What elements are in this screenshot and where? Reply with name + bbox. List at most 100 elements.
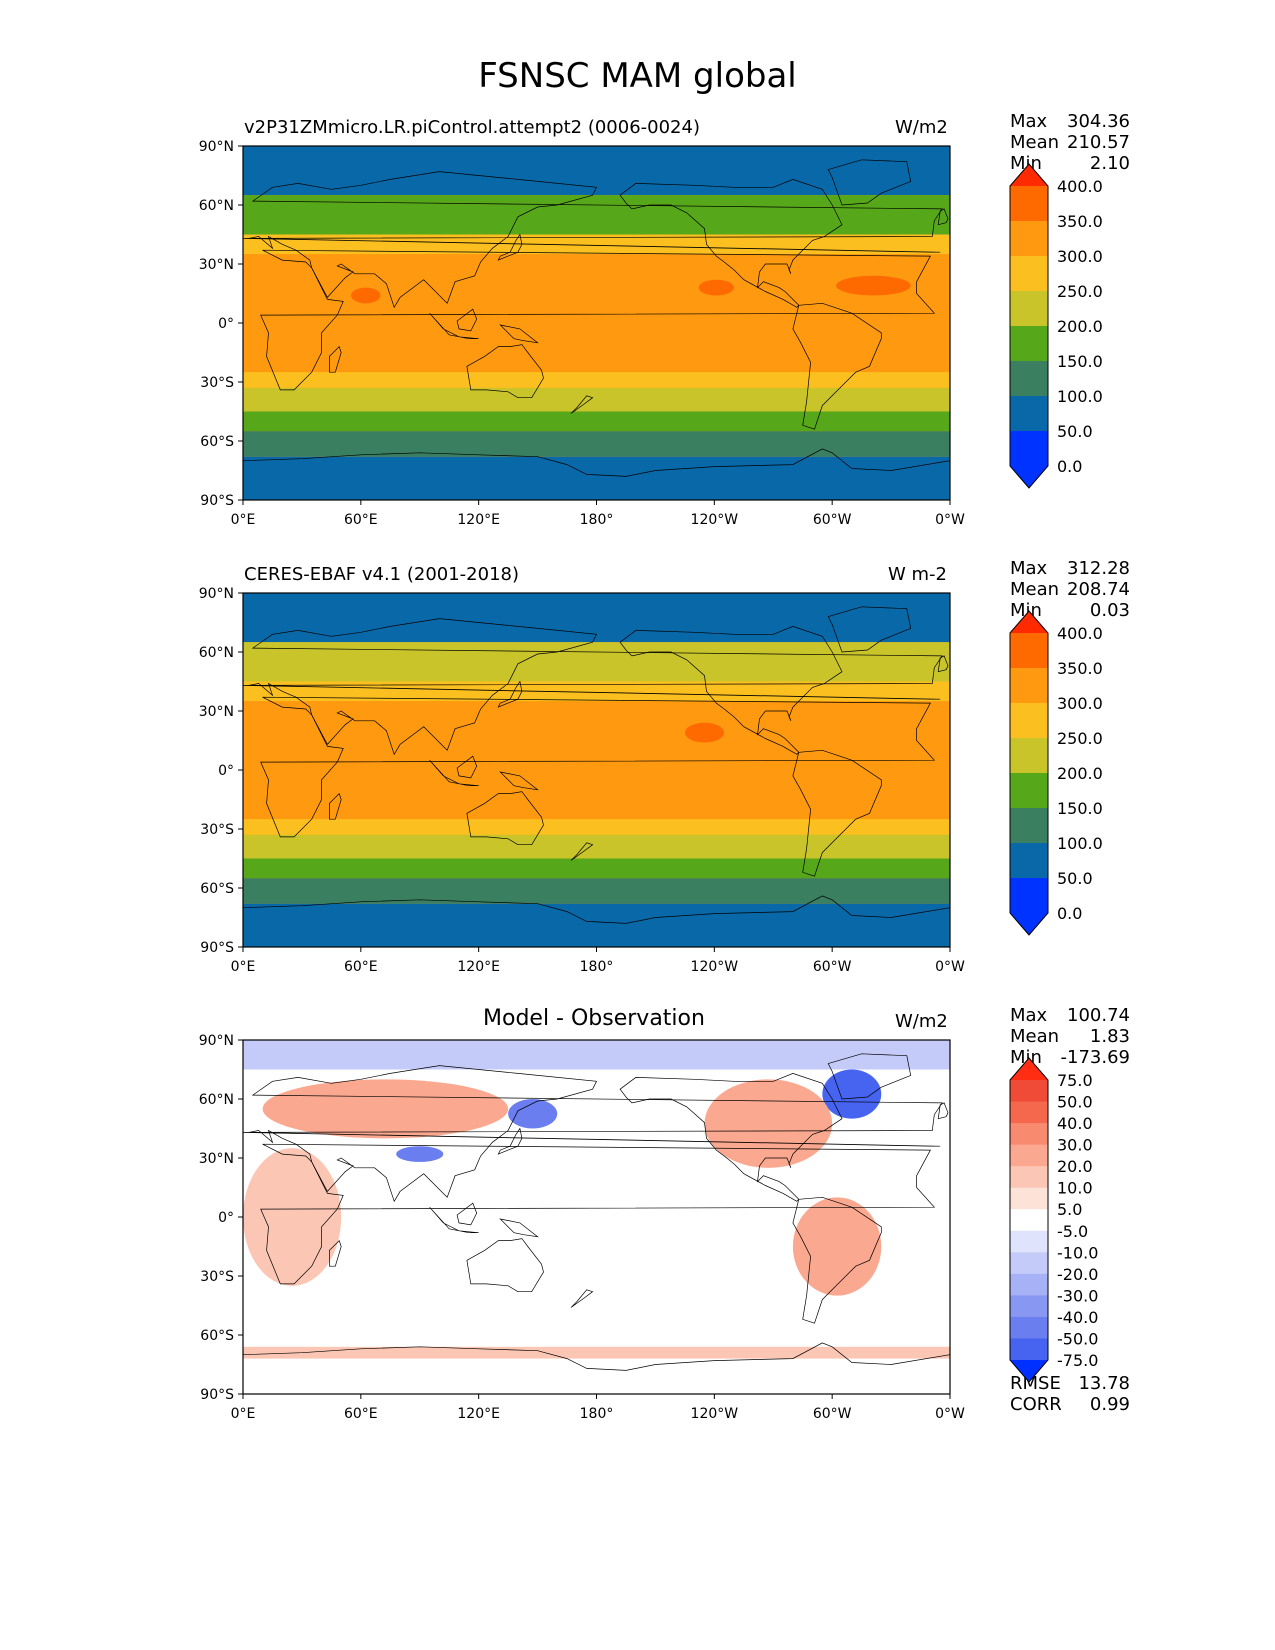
lon-tick-label: 180°	[580, 512, 614, 528]
colorbar-tick-label: 150.0	[1057, 799, 1103, 818]
coastline-new-guinea	[499, 324, 539, 344]
zonal-band	[243, 431, 950, 457]
difference-band	[243, 1040, 950, 1070]
lon-tick-label: 180°	[580, 959, 614, 975]
colorbar-tick-label: 50.0	[1057, 1093, 1093, 1112]
panel-2-stat-max-label: Max	[1010, 558, 1048, 579]
lon-tick-label: 60°W	[813, 512, 852, 528]
colorbar-tick-label: -50.0	[1057, 1329, 1098, 1348]
zonal-band	[243, 387, 950, 412]
colorbar-tick-label: 0.0	[1057, 904, 1082, 923]
colorbar-segment	[1010, 1230, 1048, 1253]
colorbar-extend-min	[1010, 913, 1048, 935]
colorbar-extend-min	[1010, 466, 1048, 488]
coastline-new-guinea	[499, 1218, 539, 1238]
zonal-band	[243, 903, 950, 947]
coastline-japan	[497, 1127, 523, 1155]
colorbar-tick-label: -20.0	[1057, 1265, 1098, 1284]
colorbar-segment	[1010, 808, 1048, 844]
coastline-south-america	[792, 302, 882, 430]
lon-tick-label: 60°E	[344, 1406, 378, 1422]
lon-tick-label: 60°W	[813, 959, 852, 975]
colorbar-segment	[1010, 361, 1048, 397]
lat-tick-label: 60°N	[199, 198, 234, 214]
lat-tick-label: 0°	[218, 763, 234, 779]
panel-1-stat-min: 2.10	[1089, 153, 1130, 174]
colorbar-segment	[1010, 773, 1048, 809]
lat-tick-label: 60°S	[200, 434, 234, 450]
panel-2-stat-max: 312.28	[1067, 558, 1130, 579]
colorbar-tick-label: 200.0	[1057, 764, 1103, 783]
colorbar-segment	[1010, 1209, 1048, 1232]
lat-tick-label: 30°N	[199, 257, 234, 273]
coastline-south-america	[792, 1196, 882, 1324]
panel-1-stat-mean: 210.57	[1067, 132, 1130, 153]
lon-tick-label: 120°E	[457, 1406, 500, 1422]
coastline-new-zealand	[570, 395, 594, 414]
colorbar-tick-label: 400.0	[1057, 177, 1103, 196]
panel-3-map	[242, 1040, 951, 1395]
coastline-africa	[260, 249, 936, 391]
panel-2-stat-min-label: Min	[1010, 600, 1042, 621]
colorbar-tick-label: 250.0	[1057, 282, 1103, 301]
coastline-japan	[497, 680, 523, 708]
panel-1-stat-max: 304.36	[1067, 111, 1130, 132]
colorbar-segment	[1010, 1144, 1048, 1167]
colorbar-tick-label: -5.0	[1057, 1222, 1088, 1241]
lon-tick-label: 0°E	[231, 1406, 256, 1422]
coastline-indonesia	[429, 1206, 479, 1234]
lat-tick-label: 30°S	[200, 822, 234, 838]
lon-tick-label: 0°E	[231, 959, 256, 975]
difference-region	[243, 1148, 342, 1286]
lon-tick-label: 0°W	[935, 959, 965, 975]
colorbar-segment	[1010, 291, 1048, 327]
colorbar-segment	[1010, 396, 1048, 432]
panel-1-left-title: v2P31ZMmicro.LR.piControl.attempt2 (0006…	[244, 117, 700, 138]
colorbar-segment	[1010, 843, 1048, 879]
colorbar-tick-label: -10.0	[1057, 1243, 1098, 1262]
panel-2-stat-mean: 208.74	[1067, 579, 1130, 600]
colorbar-segment	[1010, 1080, 1048, 1103]
coastline-madagascar	[329, 1239, 342, 1267]
colorbar-segment	[1010, 186, 1048, 222]
lat-tick-label: 60°S	[200, 1328, 234, 1344]
lon-tick-label: 120°E	[457, 959, 500, 975]
lat-tick-label: 30°N	[199, 1151, 234, 1167]
panel-3-stat-max-label: Max	[1010, 1005, 1048, 1026]
lat-tick-label: 90°S	[200, 940, 234, 956]
colorbar-tick-label: 350.0	[1057, 659, 1103, 678]
colorbar-segment	[1010, 221, 1048, 257]
colorbar-tick-label: -40.0	[1057, 1308, 1098, 1327]
difference-region	[792, 1197, 882, 1296]
colorbar-tick-label: 75.0	[1057, 1071, 1093, 1090]
panel-3-stat-mean-label: Mean	[1010, 1026, 1060, 1047]
lon-tick-label: 60°W	[813, 1406, 852, 1422]
colorbar-segment	[1010, 738, 1048, 774]
colorbar-extend-max	[1010, 164, 1048, 186]
difference-region	[262, 1079, 509, 1139]
coastline-madagascar	[329, 345, 342, 373]
zonal-band	[243, 642, 950, 682]
colorbar-segment	[1010, 1295, 1048, 1318]
panel-1-units: W/m2	[895, 117, 948, 138]
colorbar-tick-label: 350.0	[1057, 212, 1103, 231]
colorbar-extend-min	[1010, 1360, 1048, 1382]
panel-3-stat-min-label: Min	[1010, 1047, 1042, 1068]
panel-3-stat-max: 100.74	[1067, 1005, 1130, 1026]
panel-3-colorbar: 75.0 50.0 40.0 30.0 20.0 10.0 5.0 -5.0 -10.0 -20.…	[1009, 1057, 1098, 1383]
colorbar-segment	[1010, 1338, 1048, 1361]
coastline-africa	[260, 696, 936, 838]
colorbar-segment	[1010, 1252, 1048, 1275]
colorbar-tick-label: 300.0	[1057, 694, 1103, 713]
field-maximum	[836, 275, 911, 296]
zonal-band	[243, 858, 950, 879]
colorbar-tick-label: 150.0	[1057, 352, 1103, 371]
colorbar-outline	[1009, 1057, 1049, 1383]
coastline-japan	[497, 233, 523, 261]
colorbar-segment	[1010, 1187, 1048, 1210]
panel-3-stat-min: -173.69	[1060, 1047, 1130, 1068]
lon-tick-label: 120°E	[457, 512, 500, 528]
coastline-north-america	[619, 626, 843, 755]
colorbar-segment	[1010, 1101, 1048, 1124]
